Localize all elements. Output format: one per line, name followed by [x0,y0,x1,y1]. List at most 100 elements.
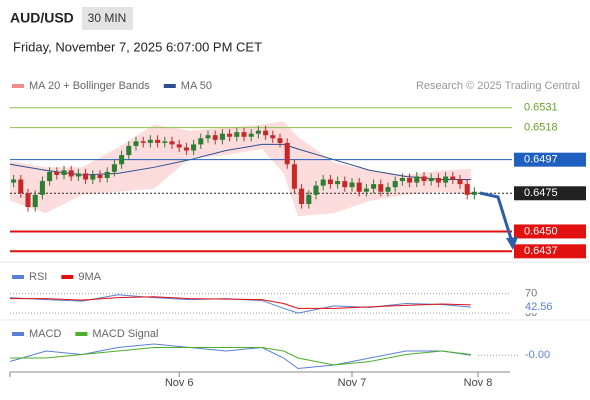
x-tick-label: Nov 6 [165,377,194,389]
candle-body [191,144,197,151]
candle-body [263,130,269,136]
ma50-line [9,143,471,181]
interval-badge[interactable] [82,7,133,30]
candle-body [11,179,17,183]
candle-body [327,179,333,185]
rsi-value-bg [520,301,556,314]
candle-body [140,141,146,143]
candle-body [428,178,434,182]
candle-body [421,176,427,182]
legend-swatch [61,275,74,279]
rsi-value: 42.56 [525,301,553,313]
candle-body [356,182,362,192]
legend-label: MA 20 + Bollinger Bands [29,80,150,92]
price-label: 0.6518 [524,122,558,134]
candle-body [320,179,326,186]
candle-body [133,141,139,146]
candle-body [227,133,233,137]
candle-body [378,184,384,192]
candle-body [471,191,477,195]
candle-body [385,187,391,192]
legend-label: 9MA [78,271,101,283]
candle-body [457,179,463,185]
price-label-box [514,186,586,201]
candle-body [335,181,341,185]
symbol: AUD/USD [10,10,74,26]
candle-body [306,194,312,204]
candle-body [18,179,24,194]
legend-swatch [163,84,176,88]
legend-swatch [12,332,24,336]
candle-body [155,139,161,143]
macd-signal-line [10,347,471,366]
legend-label: MACD Signal [92,328,158,340]
candle-body [32,194,38,208]
copyright: Research © 2025 Trading Central [416,80,580,92]
candle-body [248,133,254,137]
candle-body [313,185,319,195]
candle-body [299,188,305,204]
price-label: 0.6437 [524,245,558,257]
candle-body [176,144,182,148]
price-label: 0.6531 [524,102,558,114]
candle-body [111,164,117,172]
candle-body [399,178,405,182]
price-label-box [514,244,586,259]
forecast-arrow [479,191,514,243]
candle-body [119,155,125,165]
legend-label: MACD [29,328,61,340]
legend-label: MA 50 [181,80,212,92]
candle-body [241,132,247,137]
candle-body [284,142,290,165]
candle-body [450,176,456,180]
candle-body [75,173,81,177]
candle-body [407,178,413,183]
candle-body [47,171,53,182]
candle-body [255,130,261,134]
candle-body [464,184,470,195]
candle-body [25,193,31,208]
legend-swatch [75,332,88,336]
candle-body [205,135,211,139]
candle-body [234,132,240,137]
x-tick-label: Nov 7 [338,377,367,389]
candle-body [126,145,132,156]
candle-body [198,138,204,145]
price-label: 0.6497 [524,154,558,166]
candle-body [392,181,398,188]
candle-body [363,188,369,192]
candle-body [342,181,348,188]
candle-body [83,173,89,180]
candle-body [435,178,441,183]
candle-body [277,138,283,143]
price-label-box [514,152,586,167]
candle-body [270,135,276,139]
price-label-box [514,224,586,239]
legend-label: RSI [29,271,47,283]
forecast-arrowhead [506,237,518,250]
legend-swatch [12,84,24,88]
candle-body [90,174,96,180]
candle-body [212,135,218,140]
candle-body [97,174,103,178]
candle-body [349,182,355,188]
candle-body [147,139,153,143]
candle-body [68,170,74,177]
price-label: 0.6450 [524,225,558,237]
candle-body [414,176,420,183]
interval[interactable]: 30 MIN [88,11,127,25]
candle-body [39,181,45,195]
macd-value: -0.00 [525,349,550,361]
bollinger-band [10,121,471,217]
rsi-line [9,294,471,314]
candle-body [162,141,168,143]
price-label: 0.6475 [524,187,558,199]
candle-body [219,133,225,140]
candle-body [54,171,60,175]
plot: MA 20 + Bollinger Bands MA 50 RSI 9MA MACD MA… [9,80,586,389]
candle-body [104,171,110,178]
candle-body [61,170,67,175]
candle-body [291,164,297,189]
candle-body [169,141,175,145]
